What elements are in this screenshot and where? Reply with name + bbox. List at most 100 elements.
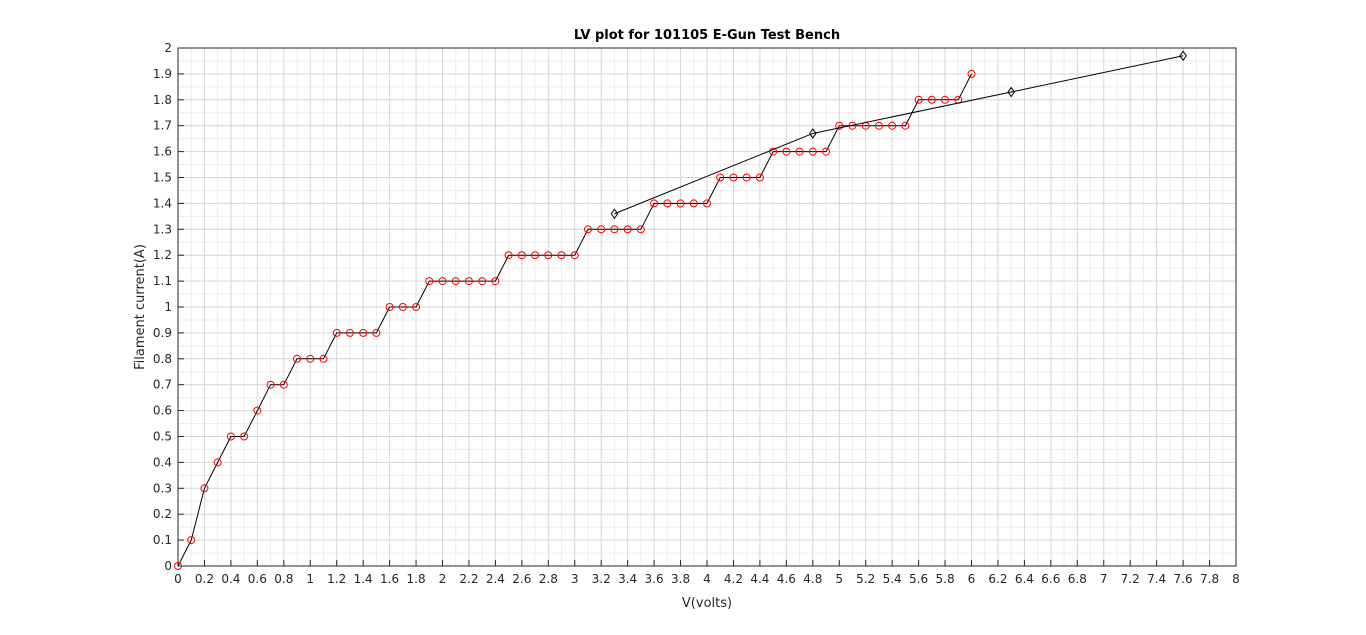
data-point (636, 225, 645, 234)
x-tick-label: 8 (1232, 572, 1240, 586)
data-point (478, 277, 487, 286)
data-point (385, 303, 394, 311)
y-tick-label: 1.2 (153, 248, 172, 262)
y-axis-label: Filament current(A) (133, 244, 148, 370)
y-tick-label: 0.1 (153, 533, 172, 547)
data-point (517, 251, 526, 260)
data-point (504, 251, 513, 260)
data-point (835, 121, 844, 130)
y-tick-label: 0.3 (153, 481, 172, 495)
data-point (663, 199, 672, 208)
x-tick-label: 1 (306, 572, 314, 586)
data-point (703, 199, 711, 208)
data-point (689, 199, 698, 208)
data-point (583, 225, 592, 234)
x-tick-label: 2.6 (512, 572, 531, 586)
y-tick-label: 0 (164, 559, 172, 573)
data-point (597, 225, 606, 234)
major-grid (177, 47, 1237, 567)
data-point (293, 354, 302, 363)
x-tick-label: 5 (835, 572, 843, 586)
x-tick-label: 6.6 (1041, 572, 1060, 586)
data-point (967, 69, 976, 78)
y-tick-label: 0.6 (153, 404, 172, 418)
y-tick-label: 1.9 (153, 67, 172, 81)
x-tick-label: 5.2 (856, 572, 875, 586)
y-tick-label: 0.5 (153, 430, 172, 444)
series-line (614, 55, 1184, 215)
data-point (650, 199, 659, 208)
x-tick-label: 2 (439, 572, 447, 586)
data-point (716, 173, 725, 182)
x-tick-label: 0.6 (248, 572, 267, 586)
data-point (822, 147, 831, 156)
x-tick-label: 6.4 (1015, 572, 1034, 586)
x-tick-label: 0.4 (221, 572, 240, 586)
data-point (253, 406, 262, 415)
x-tick-label: 0 (174, 572, 182, 586)
data-point (557, 251, 566, 260)
series-1 (174, 69, 976, 570)
data-point (438, 277, 447, 286)
y-tick-label: 0.9 (153, 326, 172, 340)
y-tick-label: 1.4 (153, 196, 172, 210)
x-tick-label: 5.4 (883, 572, 902, 586)
x-tick-label: 7.8 (1200, 572, 1219, 586)
y-tick-label: 1.7 (153, 119, 172, 133)
x-tick-label: 0.2 (195, 572, 214, 586)
x-tick-label: 4 (703, 572, 711, 586)
data-point (808, 128, 817, 139)
data-point (240, 432, 249, 441)
series-2 (610, 50, 1187, 220)
x-tick-label: 2.4 (486, 572, 505, 586)
data-point (623, 225, 632, 234)
x-tick-label: 4.4 (750, 572, 769, 586)
x-tick-label: 6.2 (988, 572, 1007, 586)
x-tick-label: 7.4 (1147, 572, 1166, 586)
data-point (888, 121, 897, 130)
data-point (610, 225, 619, 234)
x-tick-label: 7.6 (1174, 572, 1193, 586)
x-tick-label: 3 (571, 572, 579, 586)
series-layer (174, 50, 1187, 570)
y-tick-label: 0.8 (153, 352, 172, 366)
data-point (200, 484, 209, 493)
data-point (729, 173, 738, 182)
x-tick-label: 4.6 (777, 572, 796, 586)
data-point (914, 95, 923, 104)
y-tick-label: 1.8 (153, 93, 172, 107)
data-point (398, 303, 407, 311)
data-point (319, 354, 328, 363)
data-point (531, 251, 540, 260)
data-point (808, 147, 817, 156)
data-point (927, 95, 936, 104)
y-tick-label: 1 (164, 300, 172, 314)
x-tick-label: 5.8 (936, 572, 955, 586)
y-tick-label: 0.4 (153, 455, 172, 469)
data-point (769, 147, 778, 156)
y-tick-label: 1.5 (153, 171, 172, 185)
x-tick-label: 2.2 (459, 572, 478, 586)
x-tick-label: 7.2 (1121, 572, 1140, 586)
data-point (901, 121, 910, 130)
data-point (306, 354, 315, 363)
data-point (491, 277, 500, 286)
y-tick-label: 0.2 (153, 507, 172, 521)
y-tick-label: 1.6 (153, 145, 172, 159)
series-line (177, 73, 972, 567)
y-tick-label: 1.1 (153, 274, 172, 288)
data-point (345, 328, 354, 337)
data-point (544, 251, 553, 260)
data-point (213, 458, 222, 467)
data-point (570, 251, 579, 260)
data-point (451, 277, 460, 286)
x-tick-label: 3.6 (645, 572, 664, 586)
x-tick-label: 1.4 (354, 572, 373, 586)
data-point (174, 562, 182, 570)
data-point (464, 277, 473, 286)
data-point (425, 277, 434, 286)
x-tick-label: 1.2 (327, 572, 346, 586)
data-point (941, 95, 950, 104)
data-point (1179, 50, 1187, 62)
y-tick-label: 0.7 (153, 378, 172, 392)
